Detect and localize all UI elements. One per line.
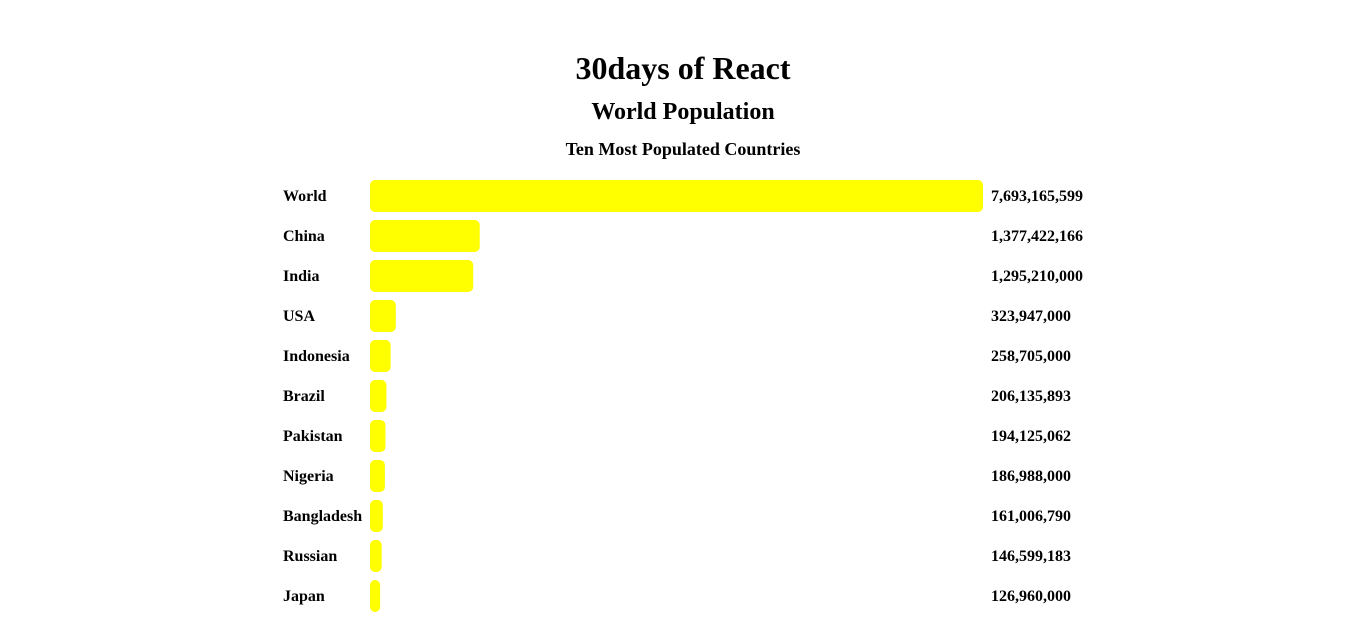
country-label: China bbox=[283, 228, 325, 245]
population-bar bbox=[370, 180, 983, 212]
country-label: Pakistan bbox=[283, 428, 343, 445]
population-bar bbox=[370, 580, 381, 612]
population-value-label: 323,947,000 bbox=[991, 308, 1071, 325]
population-bar bbox=[370, 300, 396, 332]
population-bar bbox=[370, 460, 385, 492]
country-label: USA bbox=[283, 308, 315, 325]
country-label: Russian bbox=[283, 548, 337, 565]
population-value-label: 146,599,183 bbox=[991, 548, 1071, 565]
country-label: Indonesia bbox=[283, 348, 350, 365]
population-bar bbox=[370, 500, 383, 532]
country-label: Japan bbox=[283, 588, 325, 605]
country-label: India bbox=[283, 268, 319, 285]
population-value-label: 7,693,165,599 bbox=[991, 188, 1083, 205]
chart-heading: Ten Most Populated Countries bbox=[565, 139, 801, 159]
population-value-label: 161,006,790 bbox=[991, 508, 1071, 525]
population-value-label: 1,295,210,000 bbox=[991, 268, 1083, 285]
population-value-label: 126,960,000 bbox=[991, 588, 1071, 605]
country-label: Bangladesh bbox=[283, 508, 362, 525]
population-bar bbox=[370, 220, 480, 252]
population-bar bbox=[370, 340, 391, 372]
population-value-label: 258,705,000 bbox=[991, 348, 1071, 365]
population-bar bbox=[370, 380, 387, 412]
country-label: Nigeria bbox=[283, 468, 334, 485]
population-bar bbox=[370, 260, 474, 292]
page-title: 30days of React bbox=[575, 50, 791, 86]
country-label: Brazil bbox=[283, 388, 325, 405]
country-label: World bbox=[283, 188, 327, 205]
population-bar bbox=[370, 540, 382, 572]
population-value-label: 206,135,893 bbox=[991, 388, 1071, 405]
population-value-label: 1,377,422,166 bbox=[991, 228, 1083, 245]
population-bar bbox=[370, 420, 386, 452]
population-value-label: 194,125,062 bbox=[991, 428, 1071, 445]
page-subtitle: World Population bbox=[591, 99, 775, 125]
population-value-label: 186,988,000 bbox=[991, 468, 1071, 485]
